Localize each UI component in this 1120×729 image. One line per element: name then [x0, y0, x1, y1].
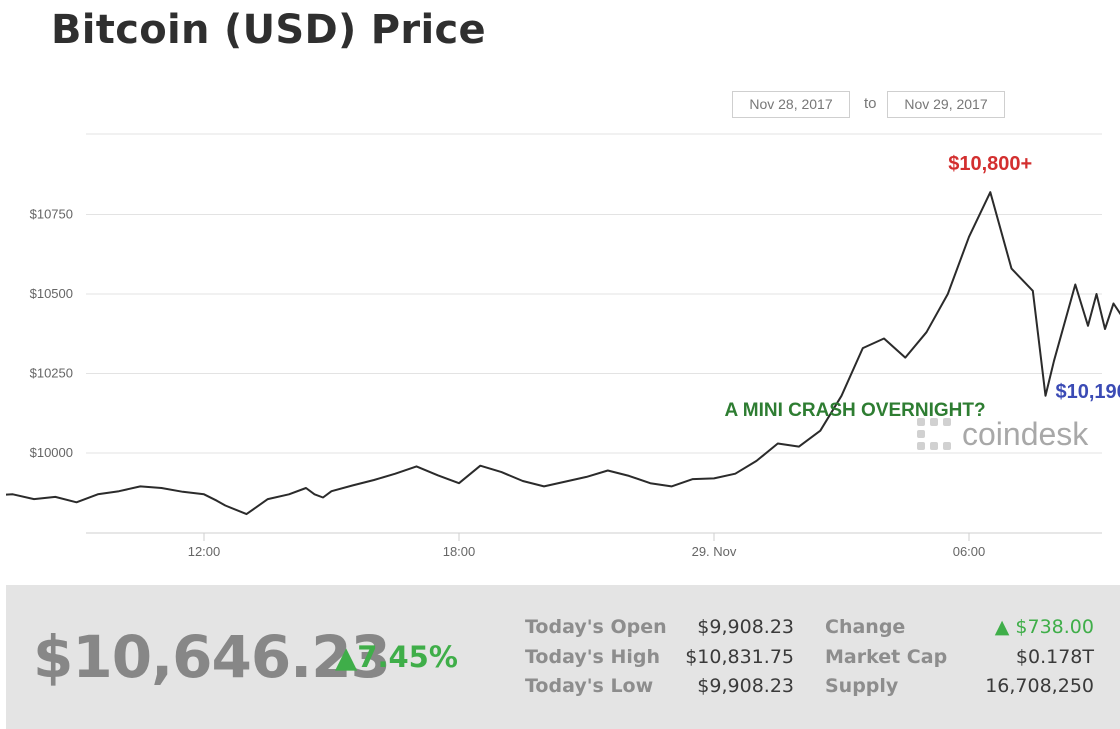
- y-tick-label: $10000: [30, 445, 73, 460]
- supply-value: 16,708,250: [985, 675, 1094, 697]
- change-value: ▲ $738.00: [994, 616, 1094, 638]
- date-range-separator: to: [864, 95, 877, 112]
- change-label: Change: [825, 616, 906, 638]
- high-label: Today's High: [525, 646, 660, 668]
- x-tick-label: 18:00: [443, 544, 476, 559]
- high-value: $10,831.75: [685, 646, 794, 668]
- low-value: $9,908.23: [697, 675, 794, 697]
- y-tick-label: $10750: [30, 207, 73, 222]
- date-to-input[interactable]: Nov 29, 2017: [887, 91, 1005, 118]
- annotations: $10,800+ $10,190 A MINI CRASH OVERNIGHT?: [725, 153, 1120, 421]
- x-tick-label: 12:00: [188, 544, 221, 559]
- percent-change: ▲7.45%: [335, 640, 458, 674]
- market-cap-value: $0.178T: [1015, 646, 1094, 668]
- date-from-input[interactable]: Nov 28, 2017: [732, 91, 850, 118]
- open-value: $9,908.23: [697, 616, 794, 638]
- current-price: $10,646.23: [33, 623, 391, 691]
- price-series: [6, 191, 1120, 516]
- market-cap-label: Market Cap: [825, 646, 948, 668]
- x-tick-label: 29. Nov: [692, 544, 737, 559]
- y-tick-label: $10500: [30, 286, 73, 301]
- chart-grid: [86, 133, 1102, 454]
- y-tick-label: $10250: [30, 366, 73, 381]
- stats-panel: $10,646.23 ▲7.45% Today's Open $9,908.23…: [6, 585, 1120, 729]
- y-axis: $10000 $10250 $10500 $10750: [30, 207, 73, 461]
- annotation-peak: $10,800+: [948, 153, 1032, 175]
- open-label: Today's Open: [525, 616, 667, 638]
- watermark-text: coindesk: [962, 416, 1089, 452]
- coindesk-watermark: coindesk: [917, 416, 1089, 452]
- price-chart: $10000 $10250 $10500 $10750 12:00 18:00 29. N…: [6, 133, 1120, 559]
- price-line: [6, 191, 1120, 516]
- page-title: Bitcoin (USD) Price: [51, 7, 486, 53]
- annotation-dip: $10,190: [1056, 381, 1120, 403]
- x-tick-label: 06:00: [953, 544, 986, 559]
- annotation-note: A MINI CRASH OVERNIGHT?: [725, 400, 986, 421]
- x-axis: 12:00 18:00 29. Nov 06:00: [86, 532, 1102, 559]
- low-label: Today's Low: [525, 675, 654, 697]
- supply-label: Supply: [825, 675, 899, 697]
- coindesk-logo-icon: [917, 418, 951, 450]
